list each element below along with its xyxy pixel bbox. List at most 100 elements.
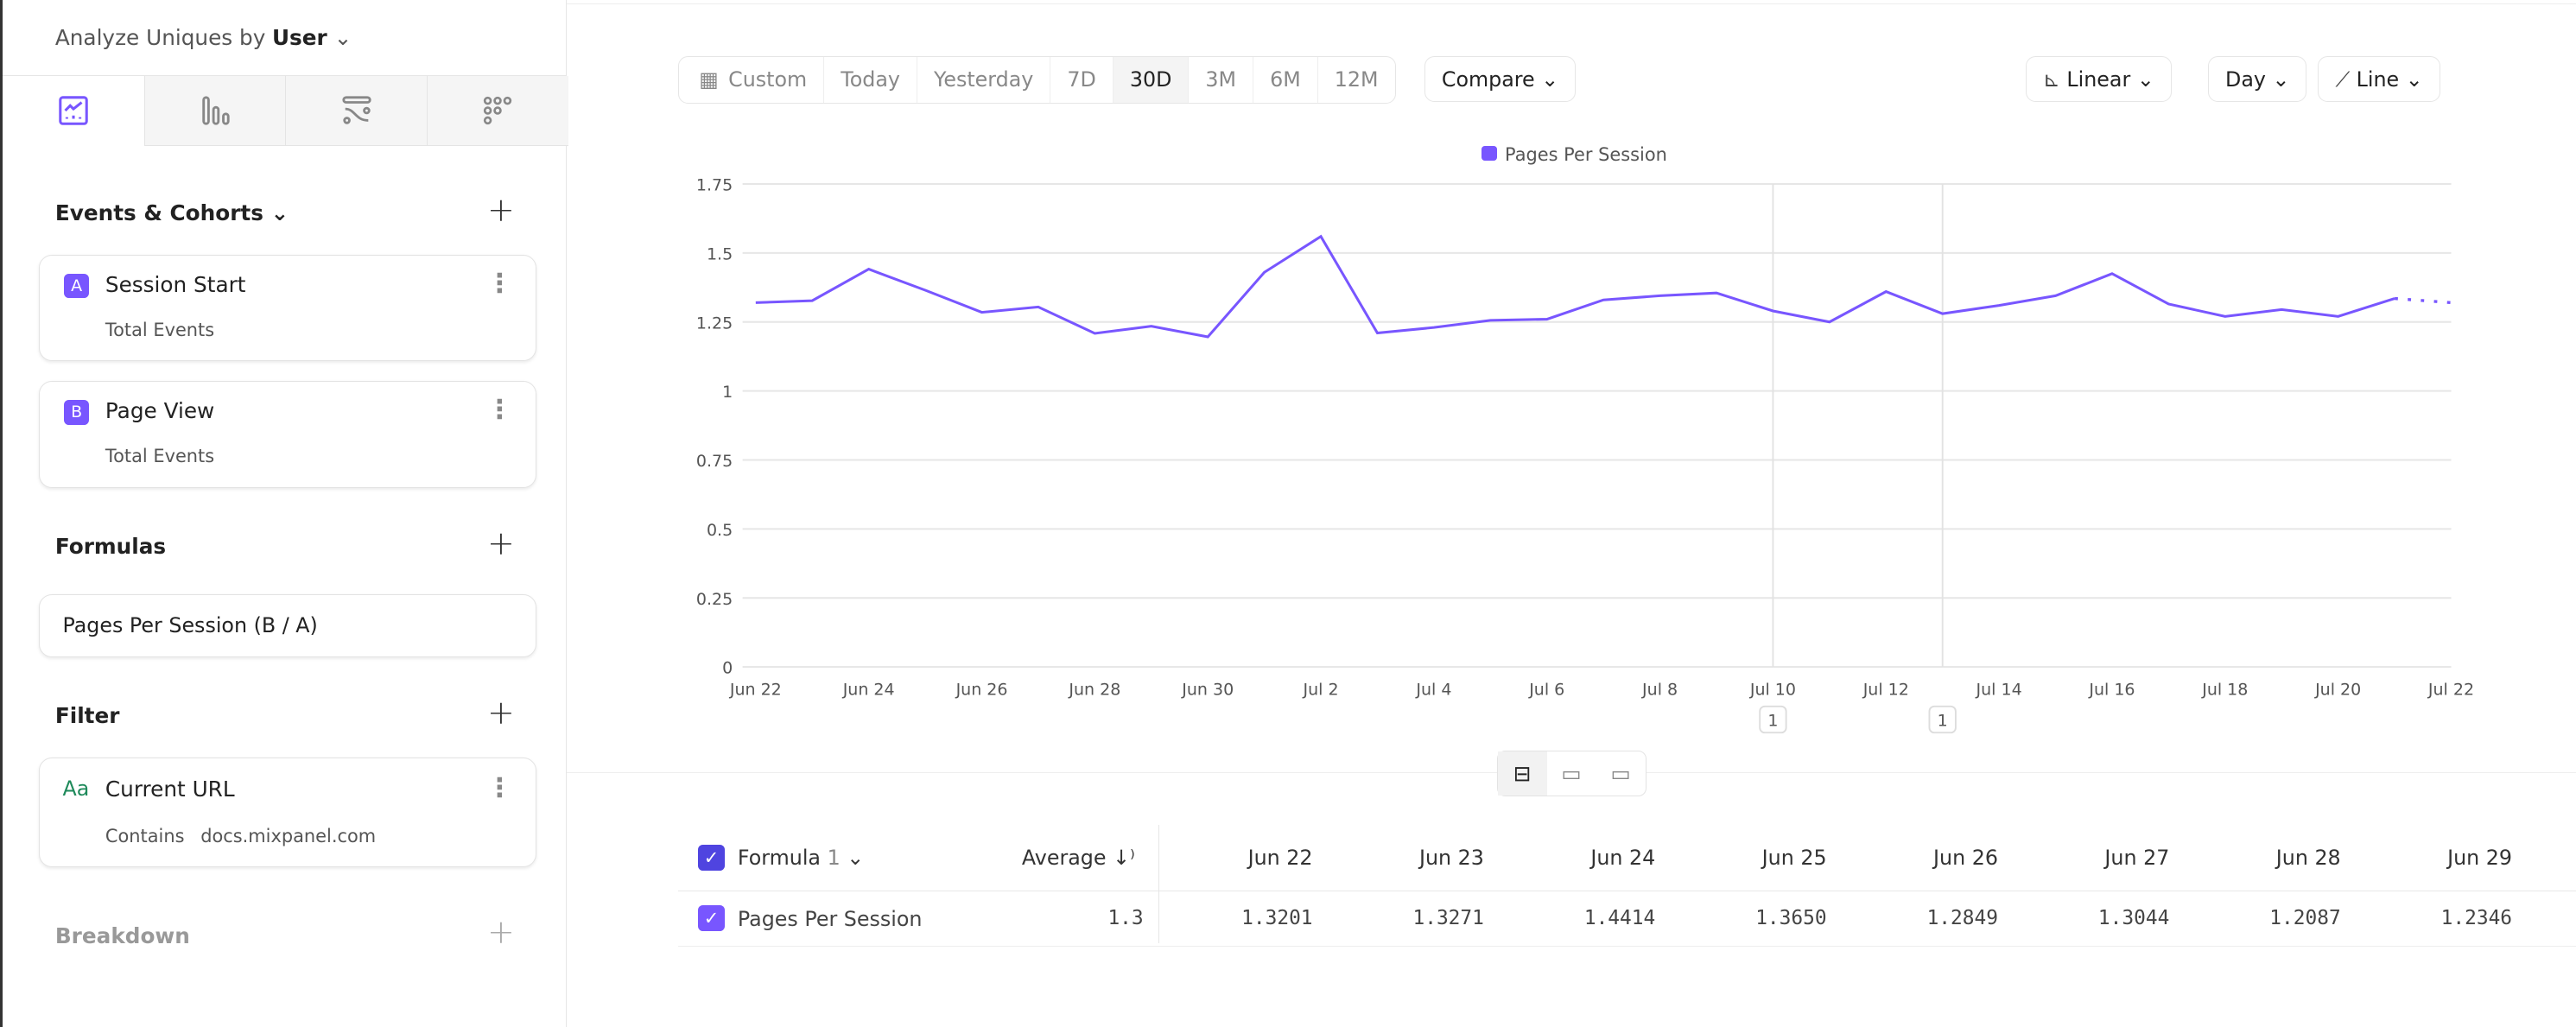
date-range-7d[interactable]: 7D: [1050, 56, 1114, 103]
table-cell: 1.2346: [2440, 906, 2513, 929]
tab-insights[interactable]: [3, 76, 144, 146]
y-tick-label: 0.75: [696, 452, 733, 471]
events-cohorts-heading[interactable]: Events & Cohorts ⌄: [54, 200, 289, 226]
x-tick-label: Jun 24: [842, 680, 895, 699]
breakdown-heading: Breakdown: [54, 922, 190, 948]
date-range-12m[interactable]: 12M: [1334, 67, 1379, 92]
chevron-down-icon: ⌄: [847, 846, 865, 871]
linear-scale-icon: ⊾: [2042, 67, 2060, 92]
x-tick-label: Jul 18: [2201, 680, 2248, 699]
add-breakdown-icon[interactable]: +: [487, 913, 515, 952]
chevron-down-icon: ⌄: [1541, 67, 1559, 92]
date-column-header[interactable]: Jun 23: [1418, 846, 1484, 871]
date-range-selector: ▦ Custom Today Yesterday 7D 30D 3M 6M 12M: [678, 55, 1396, 104]
insights-line-icon: [59, 96, 88, 126]
more-options-icon[interactable]: ⋮: [486, 395, 513, 426]
y-tick-label: 1.75: [696, 176, 733, 195]
tab-funnels[interactable]: [143, 76, 287, 147]
date-column-header[interactable]: Jun 24: [1590, 846, 1656, 871]
interval-dropdown[interactable]: Day ⌄: [2208, 55, 2307, 102]
event-letter-badge: A: [64, 273, 89, 299]
event-name[interactable]: Session Start: [105, 271, 246, 297]
more-options-icon[interactable]: ⋮: [486, 268, 513, 299]
filter-property[interactable]: Current URL: [105, 776, 235, 802]
table-cell: 1.2849: [1926, 906, 1998, 929]
formula-text[interactable]: Pages Per Session (B / A): [62, 613, 318, 638]
formula-card[interactable]: Pages Per Session (B / A): [38, 594, 537, 657]
event-letter-badge: B: [64, 400, 89, 425]
x-tick-label: Jul 16: [2088, 680, 2135, 699]
x-tick-label: Jul 22: [2427, 680, 2474, 699]
analyze-by[interactable]: Analyze Uniques by User ⌄: [54, 24, 352, 50]
filter-operator[interactable]: Contains: [105, 825, 185, 846]
group-column-header[interactable]: Formula 1 ⌄: [737, 846, 865, 871]
top-divider: [567, 3, 2576, 4]
x-tick-label: Jul 10: [1749, 680, 1796, 699]
scale-dropdown[interactable]: ⊾ Linear ⌄: [2025, 55, 2172, 102]
select-all-checkbox[interactable]: ✓: [698, 844, 725, 871]
tab-retention[interactable]: [426, 76, 569, 147]
add-formula-icon[interactable]: +: [487, 523, 515, 562]
table-only-layout-icon[interactable]: ▭: [1610, 761, 1631, 787]
date-column-header[interactable]: Jun 29: [2447, 846, 2513, 871]
x-tick-label: Jul 12: [1862, 680, 1909, 699]
x-tick-label: Jul 20: [2314, 680, 2361, 699]
date-range-30d[interactable]: 30D: [1113, 56, 1190, 103]
row-average: 1.3: [1107, 906, 1144, 929]
x-tick-label: Jul 2: [1303, 680, 1339, 699]
date-range-6m[interactable]: 6M: [1253, 56, 1318, 103]
row-name: Pages Per Session: [737, 906, 923, 931]
add-filter-icon[interactable]: +: [487, 693, 515, 732]
add-event-icon[interactable]: +: [487, 190, 515, 229]
chart-type-dropdown[interactable]: ⟋ Line ⌄: [2318, 55, 2440, 102]
more-options-icon[interactable]: ⋮: [486, 772, 513, 803]
x-tick-label: Jun 28: [1068, 680, 1120, 699]
legend-swatch: [1482, 146, 1497, 162]
table-cell: 1.3650: [1755, 906, 1827, 929]
analyze-by-dropdown[interactable]: User: [271, 24, 327, 50]
date-range-today[interactable]: Today: [824, 56, 917, 103]
tab-flows[interactable]: [285, 76, 428, 147]
chart-only-layout-icon[interactable]: ▭: [1561, 761, 1582, 787]
series-line: [755, 234, 2395, 339]
line-chart-icon: ⟋: [2335, 67, 2351, 92]
date-range-yesterday[interactable]: Yesterday: [917, 56, 1051, 103]
date-column-header[interactable]: Jun 22: [1247, 846, 1313, 871]
event-measure[interactable]: Total Events: [105, 319, 215, 340]
annotation-count: 1: [1938, 712, 1948, 731]
y-tick-label: 1.5: [707, 244, 733, 263]
table-row: ✓ Pages Per Session 1.3 1.3201 1.3271 1.44…: [678, 892, 2576, 948]
date-column-header[interactable]: Jun 25: [1761, 846, 1827, 871]
event-measure[interactable]: Total Events: [105, 446, 215, 467]
date-column-header[interactable]: Jun 28: [2275, 846, 2341, 871]
filter-value[interactable]: docs.mixpanel.com: [200, 825, 377, 846]
sort-icon: ↓⁾: [1113, 846, 1135, 871]
event-card-a[interactable]: A Session Start ⋮ Total Events: [38, 254, 537, 362]
annotation-marker[interactable]: [1759, 705, 1787, 734]
date-column-header[interactable]: Jun 27: [2104, 846, 2170, 871]
date-range-custom[interactable]: ▦ Custom: [679, 56, 825, 103]
average-column-header[interactable]: Average ↓⁾: [1021, 846, 1135, 871]
filter-card[interactable]: Aa Current URL ⋮ Contains docs.mixpanel.…: [38, 757, 537, 868]
split-layout-icon[interactable]: ⊟: [1497, 751, 1547, 796]
flows-icon: [342, 96, 371, 125]
x-tick-label: Jul 4: [1415, 680, 1451, 699]
retention-grid-icon: [484, 97, 512, 125]
row-checkbox[interactable]: ✓: [698, 904, 725, 932]
partial-series-line: [2394, 296, 2452, 305]
annotation-marker[interactable]: [1928, 705, 1957, 734]
x-tick-label: Jul 8: [1641, 680, 1678, 699]
event-card-b[interactable]: B Page View ⋮ Total Events: [38, 381, 537, 488]
chevron-down-icon: ⌄: [333, 24, 352, 50]
date-range-3m[interactable]: 3M: [1189, 56, 1254, 103]
date-column-header[interactable]: Jun 26: [1933, 846, 1998, 871]
event-name[interactable]: Page View: [105, 398, 215, 424]
chart-legend[interactable]: Pages Per Session: [1482, 144, 1667, 165]
compare-button[interactable]: Compare ⌄: [1424, 55, 1577, 102]
calendar-icon: ▦: [699, 67, 719, 92]
table-cell: 1.3201: [1241, 906, 1313, 929]
chevron-down-icon: ⌄: [2272, 67, 2290, 92]
report-type-tabs: [3, 75, 569, 147]
y-tick-label: 0: [722, 659, 733, 678]
x-tick-label: Jul 6: [1528, 680, 1564, 699]
